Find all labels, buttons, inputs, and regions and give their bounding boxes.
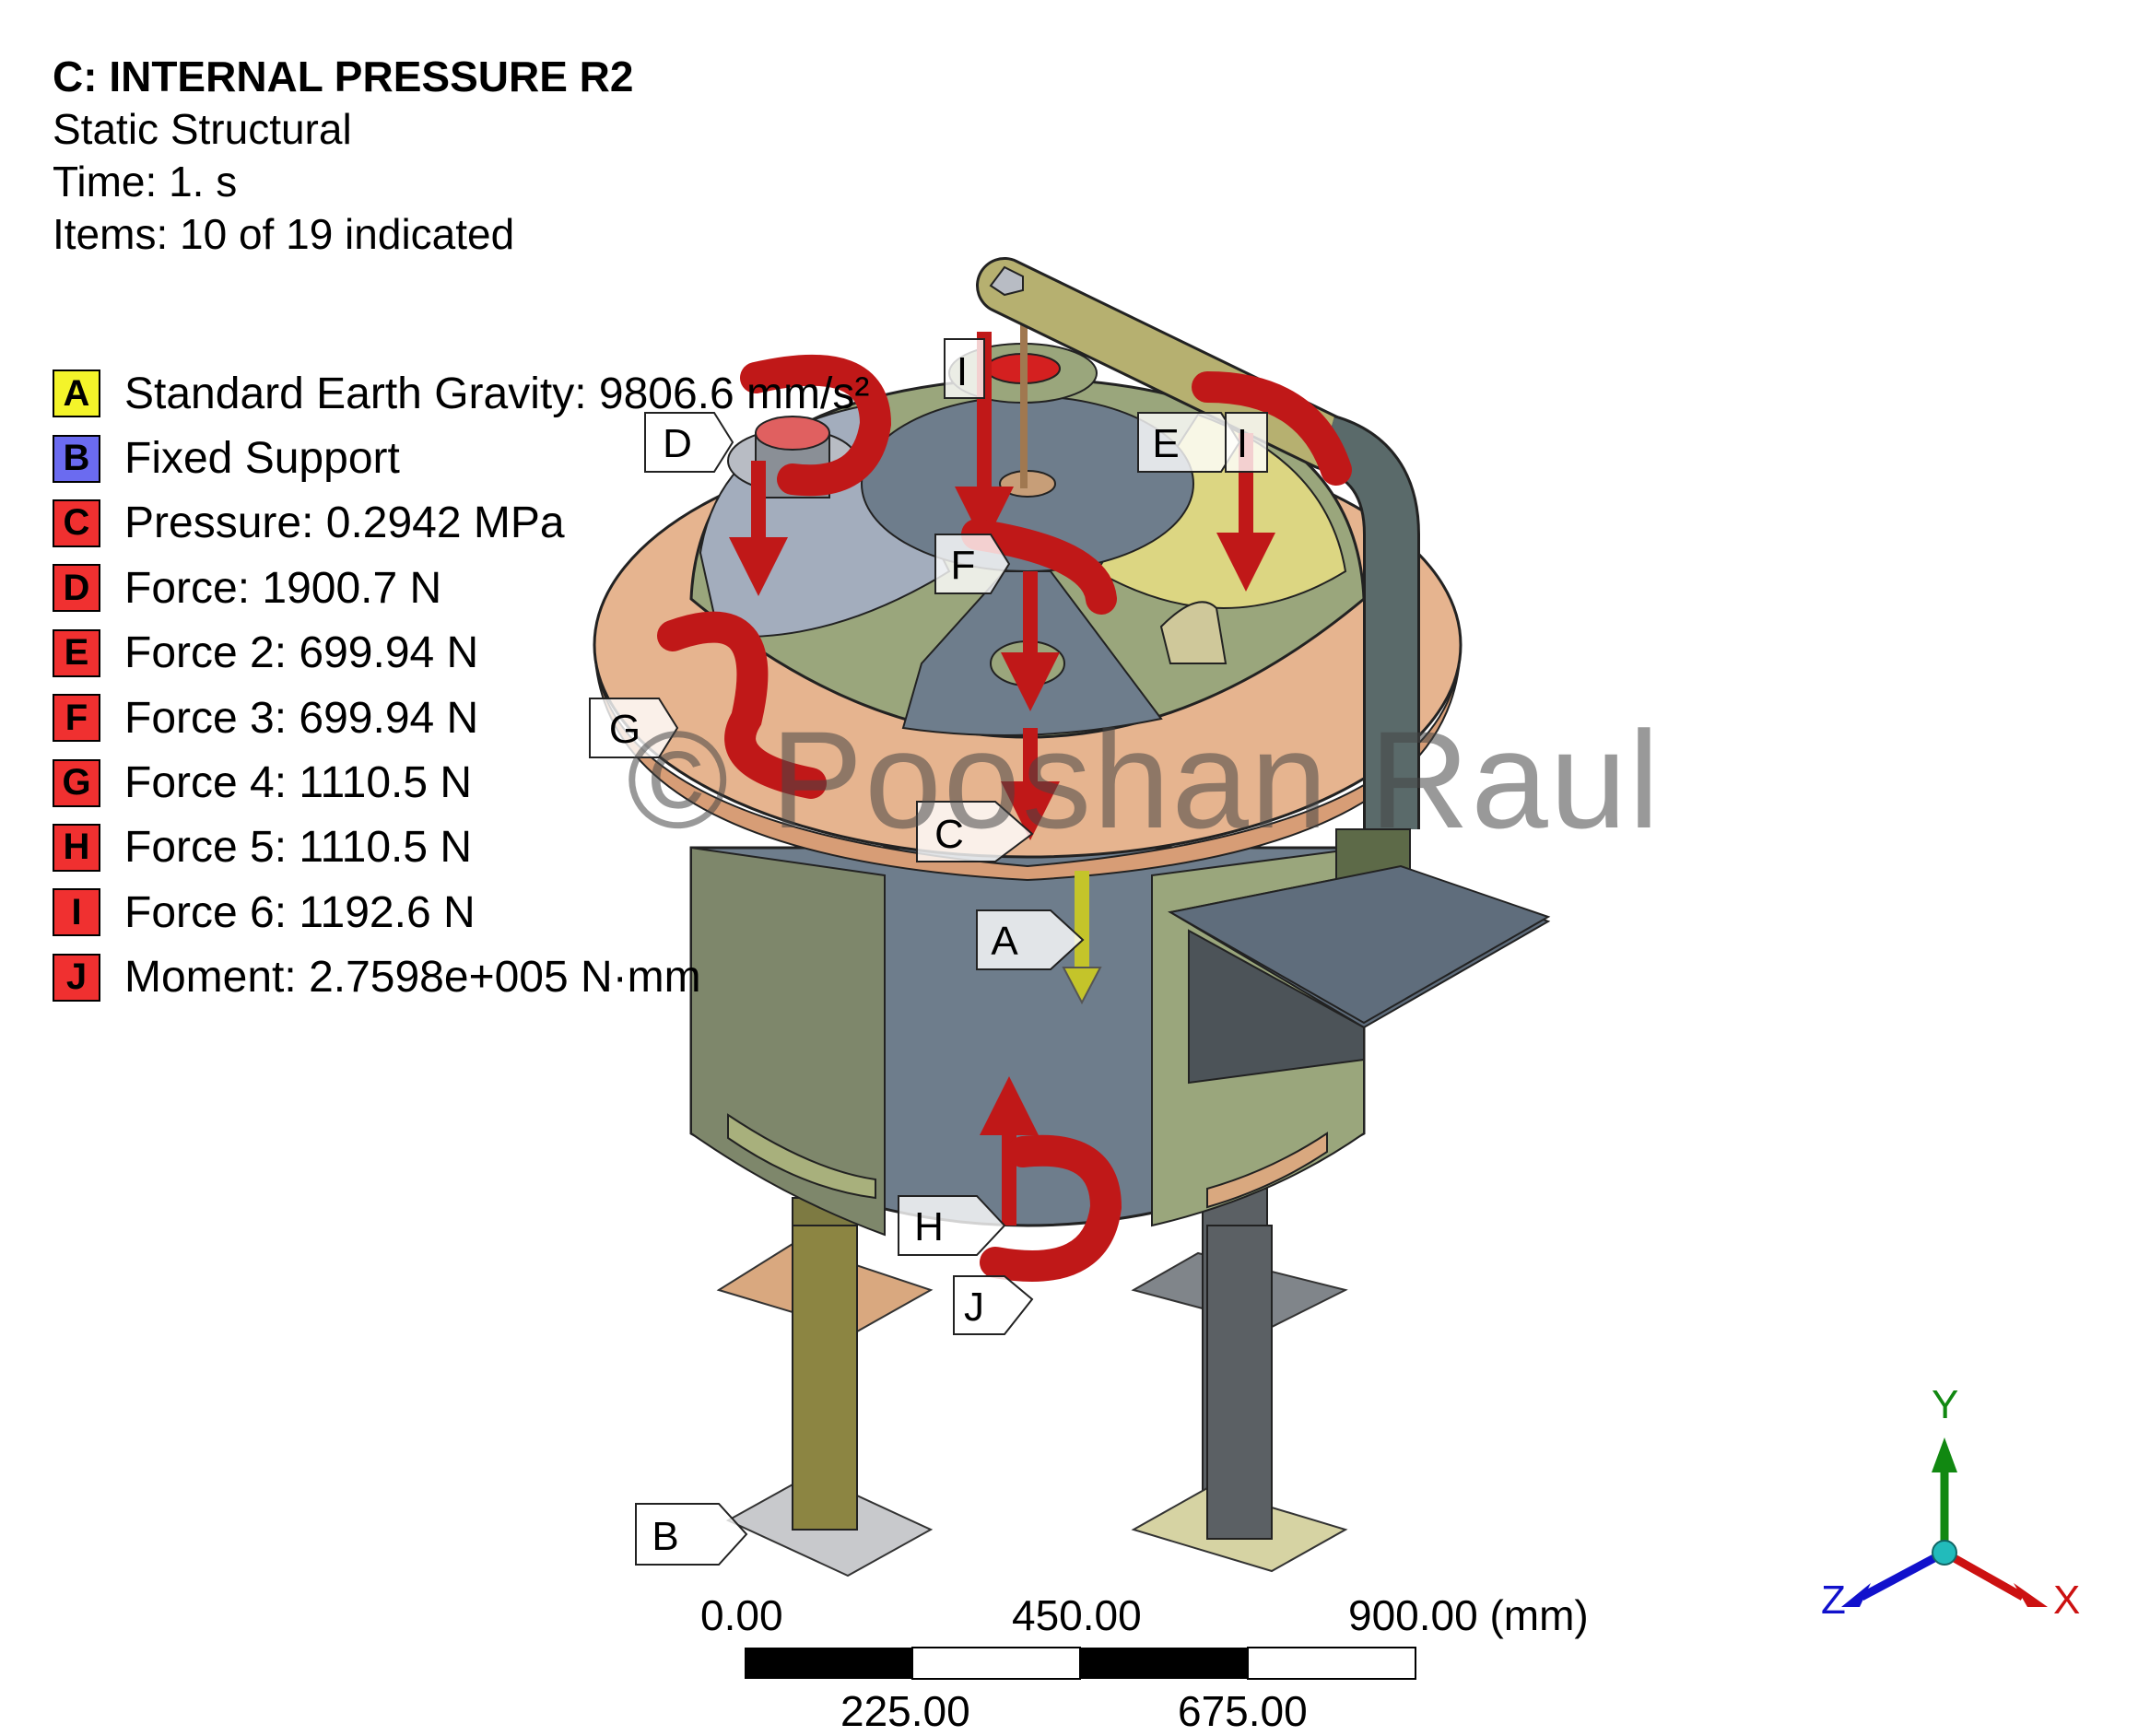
- legend-label-i: Force 6: 1192.6 N: [124, 887, 476, 937]
- legend-row-a[interactable]: A Standard Earth Gravity: 9806.6 mm/s²: [53, 361, 869, 426]
- legend-key-b: B: [53, 434, 100, 483]
- axis-label-z: Z: [1821, 1578, 1846, 1623]
- tag-a: A: [991, 919, 1018, 964]
- legend-key-e: E: [53, 628, 100, 677]
- axis-label-x: X: [2053, 1578, 2081, 1623]
- scale-label-0: 0.00: [700, 1591, 783, 1639]
- legend-row-d[interactable]: D Force: 1900.7 N: [53, 556, 869, 620]
- tag-j: J: [964, 1284, 984, 1330]
- legend-row-f[interactable]: F Force 3: 699.94 N: [53, 686, 869, 750]
- legend-row-c[interactable]: C Pressure: 0.2942 MPa: [53, 491, 869, 556]
- time-readout: Time: 1. s: [53, 158, 238, 205]
- bracket-plate: [1168, 864, 1551, 1025]
- legend-label-g: Force 4: 1110.5 N: [124, 758, 473, 808]
- watermark: © Pooshan Raul: [627, 702, 1662, 857]
- tag-c: C: [934, 812, 964, 857]
- legend-key-i: I: [53, 888, 100, 937]
- legend-label-f: Force 3: 699.94 N: [124, 693, 479, 743]
- tag-e: E: [1152, 421, 1179, 466]
- legend-key-h: H: [53, 823, 100, 872]
- tag-i: I: [957, 349, 968, 394]
- tag-b: B: [652, 1514, 678, 1559]
- tag-d: D: [663, 421, 692, 466]
- analysis-title: C: INTERNAL PRESSURE R2: [53, 53, 634, 100]
- legend-key-f: F: [53, 694, 100, 743]
- legend-row-j[interactable]: J Moment: 2.7598e+005 N·mm: [53, 945, 869, 1010]
- support-leg-front-right: [1131, 1225, 1348, 1573]
- scale-label-225: 225.00: [840, 1687, 970, 1735]
- legend-row-b[interactable]: B Fixed Support: [53, 426, 869, 490]
- legend-label-h: Force 5: 1110.5 N: [124, 823, 473, 873]
- tag-f: F: [951, 543, 976, 588]
- legend-row-g[interactable]: G Force 4: 1110.5 N: [53, 750, 869, 815]
- tag-i-secondary: I: [1237, 421, 1248, 466]
- legend-row-e[interactable]: E Force 2: 699.94 N: [53, 621, 869, 686]
- legend-key-c: C: [53, 499, 100, 547]
- legend-label-a: Standard Earth Gravity: 9806.6 mm/s²: [124, 369, 870, 418]
- analysis-type: Static Structural: [53, 105, 352, 153]
- legend-label-e: Force 2: 699.94 N: [124, 628, 479, 678]
- legend-label-j: Moment: 2.7598e+005 N·mm: [124, 953, 701, 1003]
- scale-label-450: 450.00: [1012, 1591, 1142, 1639]
- legend-label-b: Fixed Support: [124, 434, 400, 484]
- axis-triad: [1841, 1437, 2048, 1607]
- legend-key-d: D: [53, 564, 100, 613]
- support-leg-front-left: [725, 1225, 934, 1578]
- items-indicated: Items: 10 of 19 indicated: [53, 210, 515, 258]
- legend-label-d: Force: 1900.7 N: [124, 563, 442, 613]
- moment-arcs: [657, 354, 1352, 1282]
- gravity-arrow: [1062, 871, 1102, 1005]
- legend-row-h[interactable]: H Force 5: 1110.5 N: [53, 815, 869, 880]
- scale-bar: [745, 1647, 1416, 1680]
- legend-row-i[interactable]: I Force 6: 1192.6 N: [53, 880, 869, 944]
- axis-label-y: Y: [1932, 1382, 1959, 1427]
- legend-label-c: Pressure: 0.2942 MPa: [124, 499, 565, 548]
- tag-h: H: [914, 1204, 944, 1249]
- tag-g: G: [609, 707, 640, 752]
- legend-key-a: A: [53, 369, 100, 418]
- scale-label-900: 900.00 (mm): [1348, 1591, 1589, 1639]
- scale-label-675: 675.00: [1178, 1687, 1308, 1735]
- model-tags: D I E I F G C A H J B: [589, 338, 1268, 1566]
- legend-key-g: G: [53, 758, 100, 807]
- legend-key-j: J: [53, 953, 100, 1002]
